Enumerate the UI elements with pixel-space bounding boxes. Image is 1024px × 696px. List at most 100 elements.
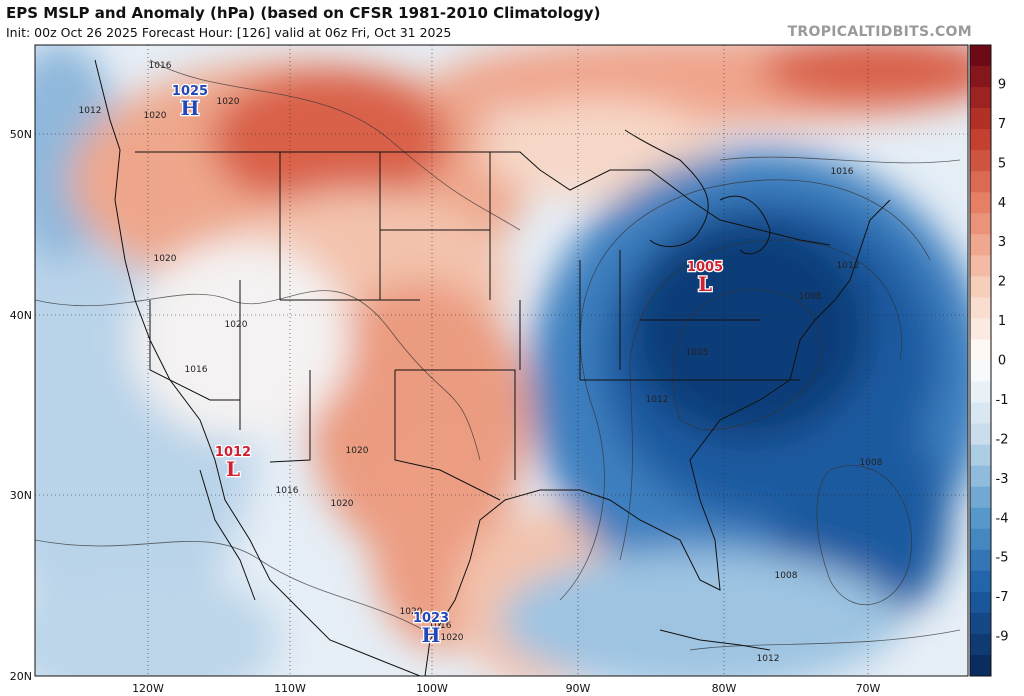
- colorbar-swatch: [970, 108, 991, 130]
- contour-label: 1020: [144, 111, 167, 121]
- colorbar-label: -9: [996, 630, 1009, 645]
- contour-label: 1020: [154, 254, 177, 264]
- center-type-letter: H: [422, 623, 441, 647]
- map-title: EPS MSLP and Anomaly (hPa) (based on CFS…: [6, 4, 601, 22]
- colorbar-swatch: [970, 318, 991, 340]
- center-pressure-value: 1023: [413, 611, 449, 626]
- contour-label: 1012: [837, 261, 860, 271]
- colorbar-swatch: [970, 150, 991, 172]
- contour-label: 1016: [185, 365, 208, 375]
- contour-label: 1012: [646, 395, 669, 405]
- colorbar-swatch: [970, 612, 991, 635]
- colorbar-swatch: [970, 591, 991, 614]
- latitude-label: 20N: [10, 670, 32, 683]
- latitude-axis: 50N 40N 30N 20N: [10, 128, 32, 683]
- colorbar-frame: [969, 44, 992, 677]
- center-type-letter: L: [226, 457, 240, 481]
- colorbar-swatch: [970, 192, 991, 214]
- colorbar-swatch: [970, 654, 991, 677]
- colorbar-swatch: [970, 402, 991, 425]
- contour-label: 1020: [331, 499, 354, 509]
- contour-label: 1020: [217, 97, 240, 107]
- colorbar-swatch: [970, 297, 991, 319]
- contour-label: 1020: [441, 633, 464, 643]
- colorbar-label: 4: [998, 196, 1006, 211]
- map-frame: [34, 44, 969, 677]
- contour-label: 1016: [831, 167, 854, 177]
- colorbar-swatch: [970, 570, 991, 593]
- colorbar-label: 5: [998, 156, 1006, 171]
- contour-label: 1016: [429, 621, 452, 631]
- colorbar-swatch: [970, 465, 991, 488]
- longitude-axis: 120W 110W 100W 90W 80W 70W: [132, 682, 880, 695]
- colorbar-label: -2: [996, 432, 1009, 447]
- colorbar-swatch: [970, 255, 991, 277]
- longitude-label: 90W: [566, 682, 591, 695]
- contour-label: 1020: [346, 446, 369, 456]
- latitude-label: 50N: [10, 128, 32, 141]
- contour-label: 1008: [860, 458, 883, 468]
- colorbar-swatch: [970, 213, 991, 235]
- colorbar-label: 2: [998, 275, 1006, 290]
- center-type-letter: L: [698, 272, 712, 296]
- center-pressure-value: 1025: [172, 84, 208, 99]
- contour-label: 1008: [799, 292, 822, 302]
- longitude-label: 110W: [274, 682, 306, 695]
- colorbar-swatch: [970, 360, 991, 383]
- colorbar-label: 7: [998, 117, 1006, 132]
- contour-label: 1020: [400, 607, 423, 617]
- colorbar-label: -7: [996, 590, 1009, 605]
- longitude-label: 120W: [132, 682, 164, 695]
- latitude-label: 40N: [10, 309, 32, 322]
- contour-label: 1020: [225, 320, 248, 330]
- colorbar-swatch: [970, 87, 991, 109]
- colorbar-label: 1: [998, 314, 1006, 329]
- colorbar-swatch: [970, 171, 991, 193]
- coastlines-borders: [94, 59, 891, 676]
- contour-label: 1005: [686, 348, 709, 358]
- colorbar-swatch: [970, 528, 991, 551]
- longitude-label: 100W: [416, 682, 448, 695]
- center-pressure-value: 1012: [215, 445, 251, 460]
- contour-label: 1012: [757, 654, 780, 664]
- colorbar-label: -4: [996, 511, 1009, 526]
- site-credit: TROPICALTIDBITS.COM: [787, 24, 972, 40]
- colorbar-swatch: [970, 633, 991, 656]
- anomaly-field: [35, 45, 968, 676]
- longitude-label: 80W: [712, 682, 737, 695]
- colorbar-label: 3: [998, 235, 1006, 250]
- colorbar-swatch: [970, 129, 991, 151]
- colorbar-swatch: [970, 381, 991, 404]
- center-type-letter: H: [181, 96, 200, 120]
- colorbar-label: -3: [996, 472, 1009, 487]
- contour-label: 1016: [149, 61, 172, 71]
- colorbar-label: 0: [998, 354, 1006, 369]
- center-pressure-value: 1005: [687, 260, 723, 275]
- map-panel: 1016 1012 1020 1020 1020 1020 1016 1020 1016 1020…: [35, 45, 968, 676]
- contour-label: 1012: [79, 106, 102, 116]
- anomaly-colorbar: 9 7 5 4 3 2 1 0 -1 -2 -3 -4 -5 -7 -9: [969, 44, 1009, 677]
- contour-label: 1016: [276, 486, 299, 496]
- colorbar-swatch: [970, 444, 991, 467]
- contour-label: 1008: [775, 571, 798, 581]
- colorbar-label: -5: [996, 551, 1009, 566]
- colorbar-label: -1: [996, 393, 1009, 408]
- map-subtitle: Init: 00z Oct 26 2025 Forecast Hour: [12…: [6, 25, 452, 40]
- colorbar-swatch: [970, 549, 991, 572]
- colorbar-swatch: [970, 66, 991, 88]
- colorbar-swatch: [970, 507, 991, 530]
- colorbar-swatch: [970, 423, 991, 446]
- longitude-label: 70W: [856, 682, 881, 695]
- colorbar-label: 9: [998, 77, 1006, 92]
- colorbar-swatch: [970, 234, 991, 256]
- contour-labels: 1016 1012 1020 1020 1020 1020 1016 1020 1016 1020…: [79, 61, 883, 664]
- colorbar-swatch: [970, 45, 991, 67]
- latitude-label: 30N: [10, 489, 32, 502]
- colorbar-swatch: [970, 276, 991, 298]
